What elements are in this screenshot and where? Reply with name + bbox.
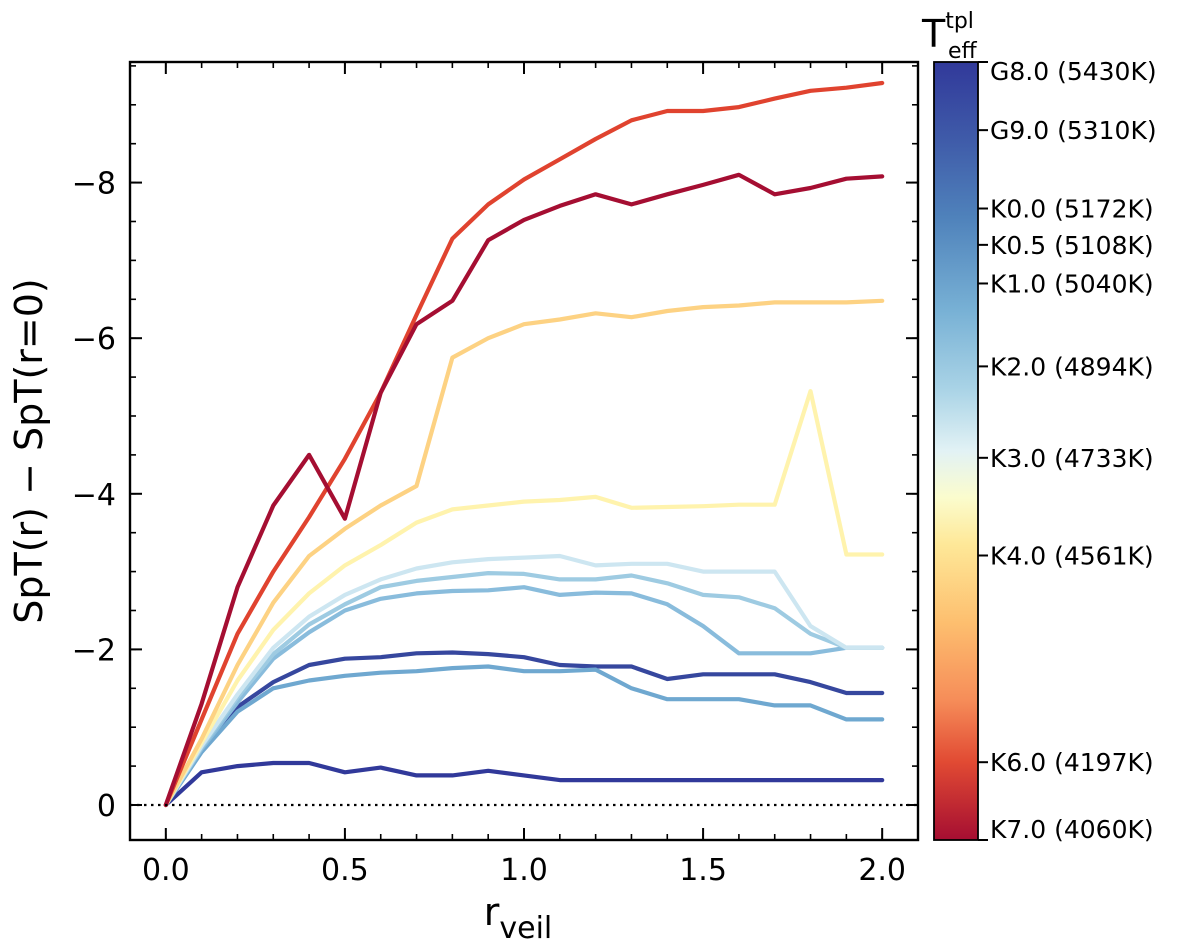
y-tick-label-1: −2 (72, 633, 116, 668)
y-tick-label-2: −4 (72, 478, 116, 513)
series-line-6 (163, 389, 885, 808)
x-tick-label-4: 2.0 (858, 853, 906, 888)
series-line-3 (163, 585, 885, 808)
colorbar-tick-label-8: K6.0 (4197K) (990, 748, 1154, 777)
colorbar-tick-label-9: K7.0 (4060K) (990, 815, 1154, 844)
colorbar-title-main: T (921, 12, 946, 56)
colorbar: G8.0 (5430K) G9.0 (5310K) K0.0 (5172K) K0.5… (921, 9, 1157, 844)
colorbar-tick-label-3: K0.5 (5108K) (990, 231, 1154, 260)
colorbar-tick-label-5: K2.0 (4894K) (990, 352, 1154, 381)
colorbar-title-sub: eff (948, 39, 978, 64)
y-axis-title-text: SpT(r) − SpT(r=0) (7, 278, 51, 623)
colorbar-tick-layer: G8.0 (5430K) G9.0 (5310K) K0.0 (5172K) K0.5… (978, 57, 1157, 844)
y-tick-label-3: −6 (72, 322, 116, 357)
colorbar-tick-label-1: G9.0 (5310K) (990, 116, 1157, 145)
colorbar-tick-label-7: K4.0 (4561K) (990, 541, 1154, 570)
x-axis-title-main: r (484, 890, 500, 934)
x-tick-label-1: 0.5 (321, 853, 369, 888)
series-line-4 (163, 570, 885, 808)
y-axis-title: SpT(r) − SpT(r=0) (7, 278, 51, 623)
x-tick-label-3: 1.5 (679, 853, 727, 888)
colorbar-tick-label-4: K1.0 (5040K) (990, 269, 1154, 298)
series-layer (163, 80, 885, 808)
series-line-1 (163, 650, 885, 808)
series-line-2 (163, 664, 885, 808)
series-line-9 (163, 172, 885, 808)
x-tick-label-2: 1.0 (500, 853, 548, 888)
series-line-7 (163, 298, 885, 808)
y-tick-label-4: −8 (72, 167, 116, 202)
colorbar-title-sup: tpl (945, 9, 974, 34)
series-line-5 (163, 553, 885, 808)
x-axis-title-sub: veil (499, 911, 552, 946)
y-tick-label-0: 0 (97, 789, 116, 824)
colorbar-title: Ttpl eff (921, 9, 978, 64)
colorbar-tick-label-6: K3.0 (4733K) (990, 444, 1154, 473)
tick-layer: 0.0 0.5 1.0 1.5 2.0 0 −2 −4 −6 −8 (72, 62, 919, 888)
series-line-0 (163, 760, 885, 808)
colorbar-tick-label-2: K0.0 (5172K) (990, 195, 1154, 224)
series-line-8 (163, 80, 885, 808)
x-tick-label-0: 0.0 (142, 853, 190, 888)
colorbar-gradient (933, 61, 979, 841)
x-axis-title: rveil (484, 890, 553, 946)
colorbar-tick-label-0: G8.0 (5430K) (990, 57, 1157, 86)
